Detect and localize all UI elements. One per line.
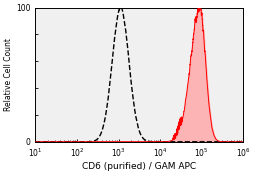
Y-axis label: Relative Cell Count: Relative Cell Count — [4, 38, 13, 111]
X-axis label: CD6 (purified) / GAM APC: CD6 (purified) / GAM APC — [82, 162, 196, 171]
